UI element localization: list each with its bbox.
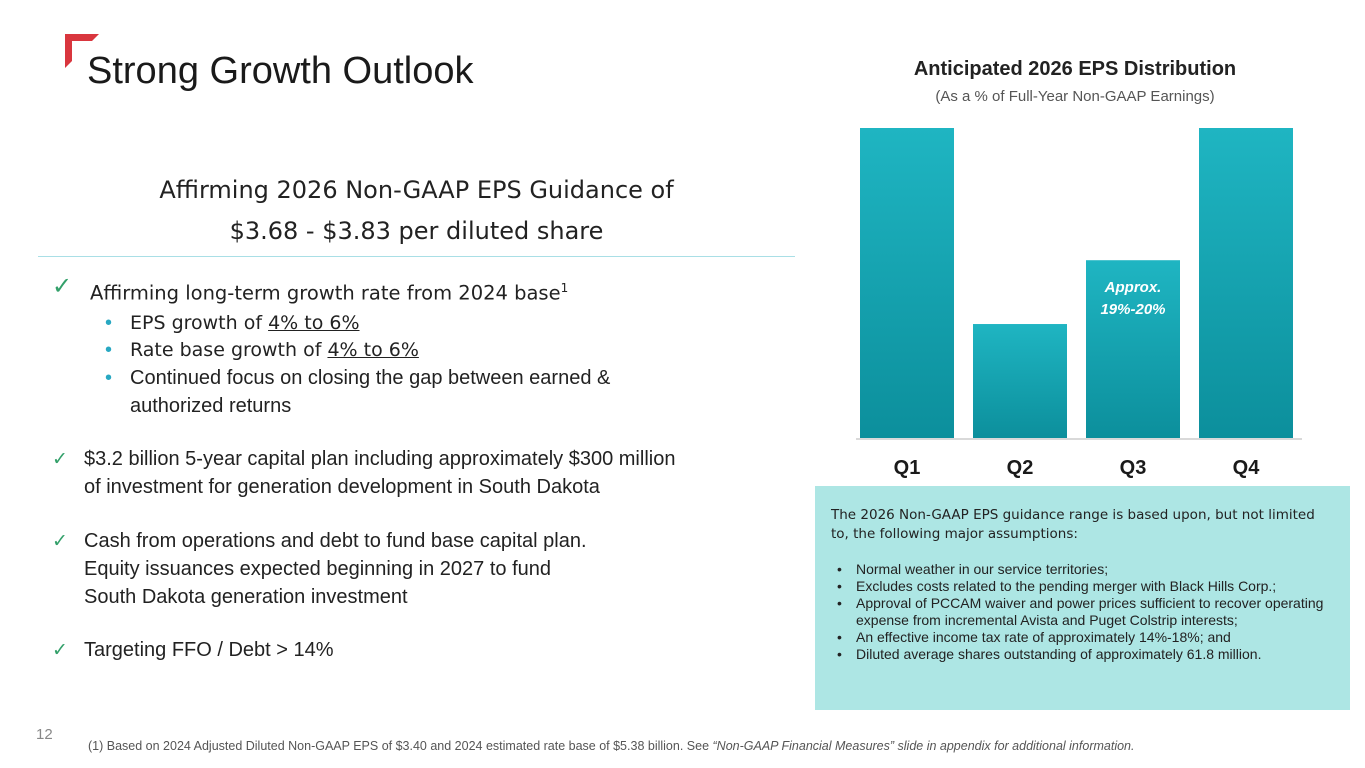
x-tick-label: Q2 <box>1007 457 1034 479</box>
footnote-marker: 1 <box>560 281 569 295</box>
footnote-link-text: “Non-GAAP Financial Measures” slide in a… <box>712 739 1135 753</box>
eps-growth-label: EPS growth of <box>130 312 269 334</box>
funding-line1: Cash from operations and debt to fund ba… <box>84 530 587 552</box>
check-icon: ✓ <box>52 272 73 300</box>
check-icon: ✓ <box>52 530 68 552</box>
assumption-item: An effective income tax rate of approxim… <box>831 629 1341 646</box>
company-logo <box>65 34 99 68</box>
capital-plan-line1: $3.2 billion 5-year capital plan includi… <box>84 448 676 470</box>
bullet-icon: • <box>105 339 113 361</box>
check-icon: ✓ <box>52 448 68 470</box>
assumption-item: Approval of PCCAM waiver and power price… <box>831 595 1341 629</box>
returns-gap-text: Continued focus on closing the gap betwe… <box>130 364 610 420</box>
page-title: Strong Growth Outlook <box>87 50 474 92</box>
bar-annotation: Approx. <box>1104 279 1162 296</box>
point-growth-rate-text: Affirming long-term growth rate from 202… <box>90 281 561 305</box>
point-funding: ✓ Cash from operations and debt to fund … <box>52 527 587 608</box>
rate-base-growth-label: Rate base growth of <box>130 339 328 361</box>
bar-q3 <box>1086 260 1180 438</box>
assumptions-intro: The 2026 Non-GAAP EPS guidance range is … <box>831 507 1315 542</box>
chart-subtitle: (As a % of Full-Year Non-GAAP Earnings) <box>935 88 1215 105</box>
bar-q1 <box>860 128 954 438</box>
assumption-item: Normal weather in our service territorie… <box>831 561 1341 578</box>
rate-base-growth-value: 4% to 6% <box>327 339 419 361</box>
point-growth-rate: ✓ Affirming long-term growth rate from 2… <box>52 272 568 305</box>
ffo-debt-text: Targeting FFO / Debt > 14% <box>84 639 334 661</box>
assumption-item: Excludes costs related to the pending me… <box>831 578 1341 595</box>
returns-gap-line2: authorized returns <box>130 395 292 417</box>
point-capital-plan: ✓ $3.2 billion 5-year capital plan inclu… <box>52 445 675 498</box>
bar-annotation: 19%-20% <box>1100 301 1165 318</box>
guidance-heading: Affirming 2026 Non-GAAP EPS Guidance of … <box>38 170 795 252</box>
point-ffo-debt: ✓ Targeting FFO / Debt > 14% <box>52 636 334 664</box>
eps-distribution-chart: Q1 Q2 Q3 Q4 Approx. 19%-20% <box>856 128 1302 479</box>
x-tick-label: Q3 <box>1120 457 1147 479</box>
guidance-heading-line1: Affirming 2026 Non-GAAP EPS Guidance of <box>159 176 674 204</box>
x-tick-label: Q4 <box>1233 457 1261 479</box>
page-number: 12 <box>36 726 53 743</box>
bar-q2 <box>973 324 1067 438</box>
guidance-heading-line2: $3.68 - $3.83 per diluted share <box>229 217 604 245</box>
bullet-icon: • <box>105 312 113 334</box>
divider <box>38 256 795 257</box>
check-icon: ✓ <box>52 639 68 661</box>
capital-plan-line2: of investment for generation development… <box>84 476 600 498</box>
chart-title: Anticipated 2026 EPS Distribution <box>913 58 1237 80</box>
assumptions-list: Normal weather in our service territorie… <box>831 561 1341 663</box>
footnote: (1) Based on 2024 Adjusted Diluted Non-G… <box>88 739 1134 753</box>
funding-line3: South Dakota generation investment <box>84 586 408 608</box>
bullet-icon: • <box>105 367 113 389</box>
funding-line2: Equity issuances expected beginning in 2… <box>84 558 552 580</box>
assumptions-box: The 2026 Non-GAAP EPS guidance range is … <box>815 486 1350 710</box>
footnote-text: (1) Based on 2024 Adjusted Diluted Non-G… <box>88 739 713 753</box>
eps-growth-value: 4% to 6% <box>268 312 360 334</box>
x-tick-label: Q1 <box>894 457 921 479</box>
assumption-item: Diluted average shares outstanding of ap… <box>831 646 1341 663</box>
returns-gap-line1: Continued focus on closing the gap betwe… <box>130 367 611 389</box>
bar-q4 <box>1199 128 1293 438</box>
